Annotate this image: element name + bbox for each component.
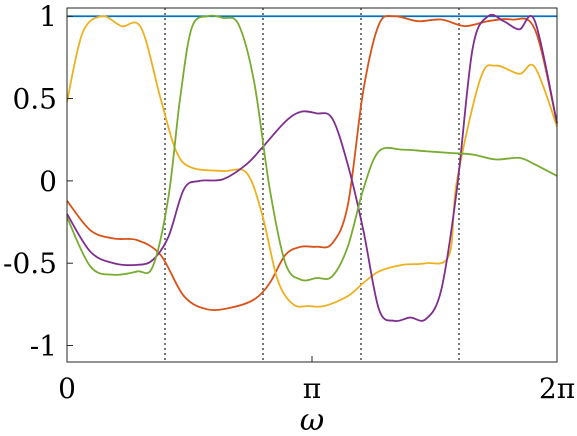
series-line-4 bbox=[66, 14, 558, 282]
y-tick-label: -0.5 bbox=[3, 247, 57, 280]
x-tick-label: 2π bbox=[539, 372, 575, 405]
plot-area bbox=[163, 8, 460, 362]
y-tick-label: 0.5 bbox=[12, 83, 57, 116]
series-line-3 bbox=[66, 13, 558, 322]
series-layer bbox=[66, 13, 558, 322]
y-tick-label: 1 bbox=[39, 0, 57, 33]
y-tick-label: -1 bbox=[30, 330, 57, 363]
axes-frame bbox=[66, 7, 558, 363]
series-line-2 bbox=[66, 15, 558, 308]
series-line-1 bbox=[66, 14, 558, 311]
x-tick-label: 0 bbox=[58, 372, 76, 405]
x-axis-label: ω bbox=[300, 403, 324, 436]
axes-layer: 10.50-0.5-10 π 2π bbox=[3, 0, 575, 405]
x-tick-label: π bbox=[303, 372, 321, 405]
y-tick-label: 0 bbox=[39, 165, 57, 198]
